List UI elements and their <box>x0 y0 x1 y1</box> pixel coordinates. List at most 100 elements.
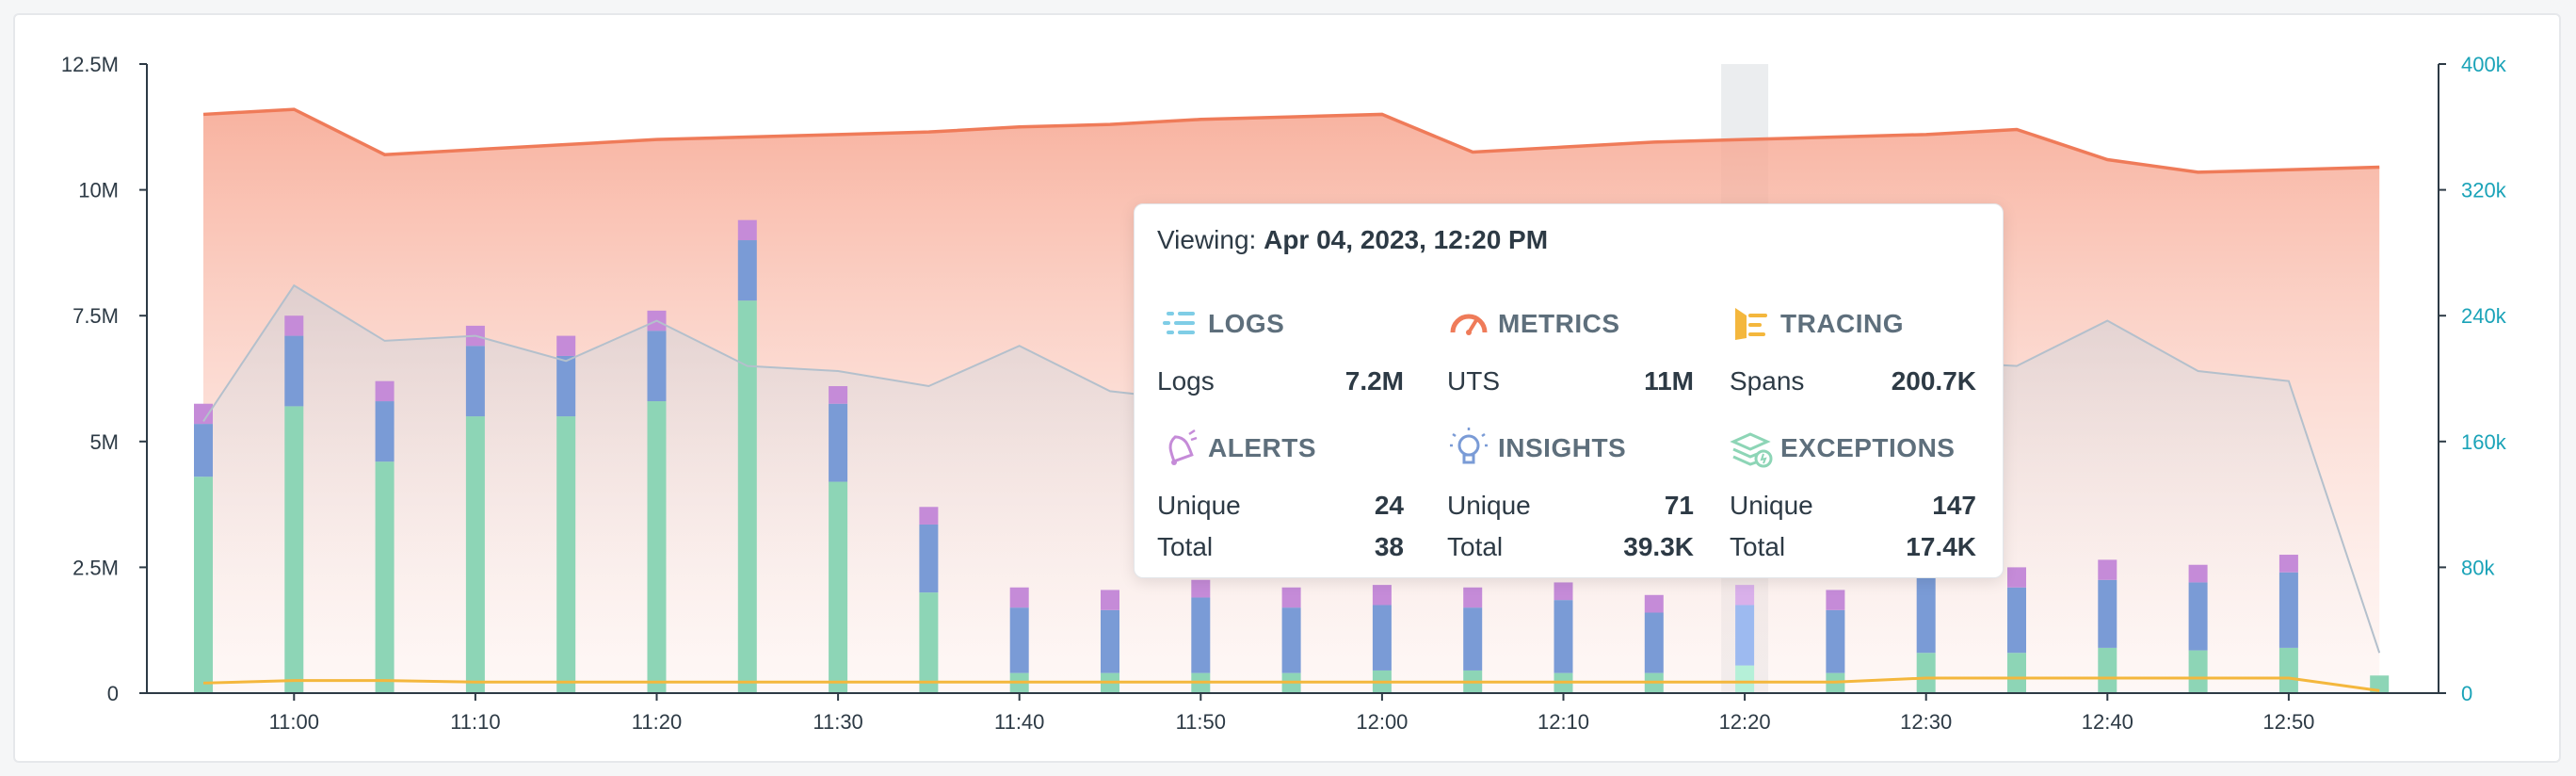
bar-segment[interactable] <box>2188 582 2208 651</box>
bar-segment[interactable] <box>284 315 304 336</box>
right-y-tick-label: 240k <box>2461 304 2507 328</box>
x-tick-label: 11:10 <box>450 710 500 734</box>
bar-segment[interactable] <box>919 507 939 525</box>
logs-icon <box>1157 302 1200 346</box>
bar-segment[interactable] <box>2007 567 2026 588</box>
bar-segment[interactable] <box>2188 650 2208 693</box>
metrics-area-line <box>202 107 2380 174</box>
bar-segment[interactable] <box>647 331 667 402</box>
exceptions-icon <box>1730 427 1773 470</box>
bar-segment[interactable] <box>1916 574 1936 654</box>
tooltip-section-insights: INSIGHTS Unique 71 Total 39.3K <box>1447 427 1722 568</box>
data-tooltip: Viewing: Apr 04, 2023, 12:20 PM LOGS Log… <box>1134 203 2004 578</box>
bar-segment[interactable] <box>2098 647 2117 693</box>
right-y-tick-label: 320k <box>2461 179 2507 202</box>
tooltip-section-title: EXCEPTIONS <box>1780 433 1956 462</box>
bar-segment[interactable] <box>1644 612 1664 673</box>
tooltip-stat-label: Total <box>1447 532 1504 561</box>
bar-segment[interactable] <box>1826 590 1845 610</box>
tooltip-viewing-label: Viewing: <box>1157 225 1257 254</box>
bar-segment[interactable] <box>1735 605 1755 666</box>
bar-segment[interactable] <box>465 346 485 417</box>
bar-segment[interactable] <box>2278 647 2298 693</box>
bar-segment[interactable] <box>1644 594 1664 613</box>
tooltip-stat-row: Total 39.3K <box>1447 532 1694 562</box>
bar-segment[interactable] <box>1372 585 1392 606</box>
bar-segment[interactable] <box>737 300 757 693</box>
tooltip-stat-row: Logs 7.2M <box>1157 366 1404 396</box>
bar-segment[interactable] <box>919 524 939 593</box>
tooltip-stat-label: Total <box>1730 532 1786 561</box>
tooltip-stat-value: 38 <box>1374 532 1404 561</box>
bar-segment[interactable] <box>1101 609 1119 673</box>
right-y-tick-label: 160k <box>2461 430 2507 454</box>
x-tick-label: 12:40 <box>2082 710 2133 734</box>
bar-segment[interactable] <box>465 416 485 693</box>
tooltip-section-header: TRACING <box>1730 302 1904 346</box>
tooltip-section-title: LOGS <box>1208 309 1285 338</box>
x-tick-label: 11:50 <box>1176 710 1226 734</box>
tooltip-stat-value: 7.2M <box>1344 366 1404 396</box>
bar-segment[interactable] <box>194 403 213 425</box>
bar-segment[interactable] <box>1191 597 1211 673</box>
x-tick-label: 11:40 <box>994 710 1044 734</box>
bar-segment[interactable] <box>2188 564 2208 583</box>
bar-segment[interactable] <box>1463 607 1483 671</box>
bar-segment[interactable] <box>556 335 576 356</box>
tooltip-section-header: EXCEPTIONS <box>1730 427 1955 470</box>
bar-segment[interactable] <box>1735 665 1755 693</box>
bar-segment[interactable] <box>1463 587 1483 608</box>
bar-segment[interactable] <box>194 477 213 693</box>
bar-segment[interactable] <box>1735 585 1755 606</box>
left-y-tick-label: 2.5M <box>72 556 119 579</box>
tooltip-stat-value: 11M <box>1644 366 1694 396</box>
bar-segment[interactable] <box>2007 653 2026 693</box>
left-y-tick-label: 7.5M <box>72 304 119 328</box>
bar-segment[interactable] <box>1281 587 1301 608</box>
bar-segment[interactable] <box>2098 579 2117 648</box>
bar-segment[interactable] <box>1554 582 1573 601</box>
tooltip-stat-value: 24 <box>1374 491 1404 520</box>
bar-segment[interactable] <box>1009 607 1029 673</box>
bar-segment[interactable] <box>1281 607 1301 673</box>
bar-segment[interactable] <box>829 386 848 404</box>
bar-segment[interactable] <box>375 401 394 462</box>
tooltip-section-title: METRICS <box>1498 309 1620 338</box>
bar-segment[interactable] <box>1101 590 1119 610</box>
bar-segment[interactable] <box>1191 579 1211 598</box>
tooltip-section-title: ALERTS <box>1208 433 1316 462</box>
tooltip-stat-value: 200.7K <box>1891 366 1976 396</box>
bar-segment[interactable] <box>1372 605 1392 671</box>
bar-segment[interactable] <box>1009 587 1029 608</box>
bar-segment[interactable] <box>737 240 757 301</box>
x-tick-label: 12:10 <box>1538 710 1589 734</box>
bar-segment[interactable] <box>375 380 394 402</box>
bar-segment[interactable] <box>1554 600 1573 673</box>
tooltip-section-header: INSIGHTS <box>1447 427 1626 470</box>
bar-segment[interactable] <box>1916 653 1936 693</box>
bar-segment[interactable] <box>919 592 939 693</box>
bar-segment[interactable] <box>2278 572 2298 648</box>
tooltip-stat-label: Logs <box>1157 366 1215 396</box>
bar-segment[interactable] <box>2278 555 2298 573</box>
bar-segment[interactable] <box>829 403 848 482</box>
tooltip-stat-row: Total 38 <box>1157 532 1404 562</box>
bar-segment[interactable] <box>284 406 304 693</box>
bar-segment[interactable] <box>556 355 576 417</box>
tooltip-section-header: ALERTS <box>1157 427 1316 470</box>
bar-segment[interactable] <box>556 416 576 693</box>
bar-segment[interactable] <box>284 335 304 407</box>
tooltip-stat-label: Unique <box>1157 491 1241 520</box>
tooltip-stat-row: UTS 11M <box>1447 366 1694 396</box>
bar-segment[interactable] <box>737 219 757 241</box>
bar-segment[interactable] <box>1826 609 1845 673</box>
tooltip-stat-value: 147 <box>1932 491 1976 520</box>
bar-segment[interactable] <box>194 424 213 477</box>
tooltip-stat-label: Spans <box>1730 366 1805 396</box>
bar-segment[interactable] <box>2007 587 2026 654</box>
bar-segment[interactable] <box>2098 559 2117 580</box>
bar-segment[interactable] <box>829 481 848 693</box>
bar-segment[interactable] <box>375 461 394 693</box>
bar-segment[interactable] <box>647 401 667 693</box>
right-y-tick-label: 400k <box>2461 53 2507 76</box>
